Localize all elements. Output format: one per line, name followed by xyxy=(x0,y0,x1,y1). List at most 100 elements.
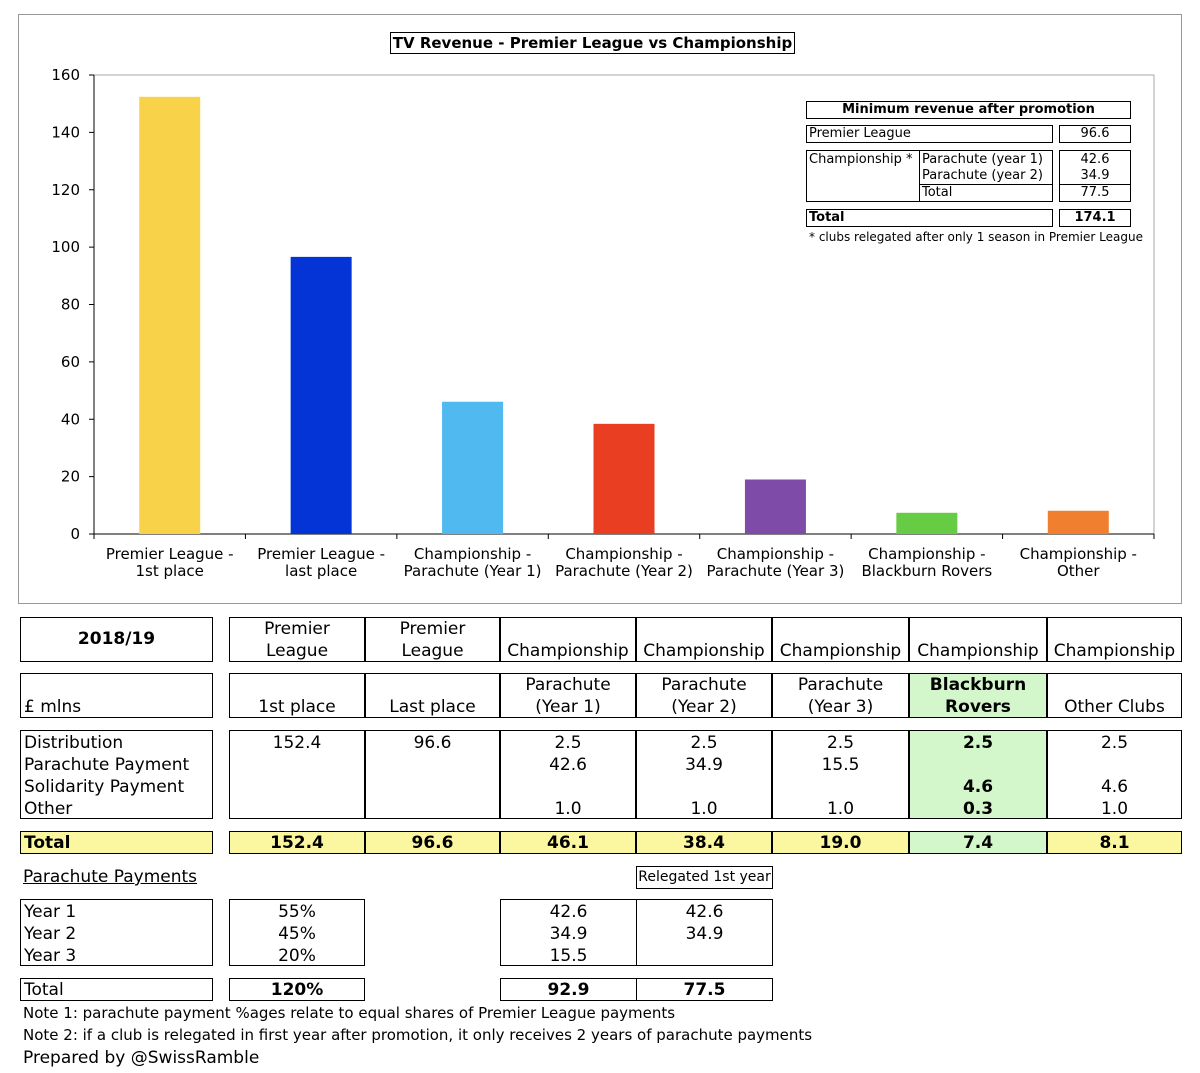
y-tick-label: 80 xyxy=(61,296,80,314)
row-label-solidarity: Solidarity Payment xyxy=(24,777,185,797)
y-tick-label: 0 xyxy=(70,525,80,543)
total-value: 19.0 xyxy=(819,833,862,853)
column-header-sub: Parachute (Year 2) xyxy=(636,673,772,718)
inset-divider-h xyxy=(919,184,1053,185)
bar xyxy=(139,96,201,535)
table-column: 2.5 4.6 1.0 xyxy=(1047,730,1182,819)
x-tick-label: Blackburn Rovers xyxy=(861,562,992,580)
x-tick-label: Premier League - xyxy=(257,545,385,563)
inset-total-value-box: 174.1 xyxy=(1059,209,1131,227)
x-tick-label: Championship - xyxy=(717,545,834,563)
column-header-top-text: Championship xyxy=(1053,641,1176,661)
relegated-year-2: 34.9 xyxy=(685,924,724,944)
revenue-table: 2018/19 Premier League Premier League Champi… xyxy=(20,617,1182,854)
table-column: 2.5 42.6 1.0 xyxy=(500,730,636,819)
chart-title: TV Revenue - Premier League vs Champions… xyxy=(390,32,795,54)
table-cell-value: 152.4 xyxy=(272,733,322,753)
pcts-cell: 55% 45% 20% xyxy=(229,899,365,966)
column-header-sub: Blackburn Rovers xyxy=(909,673,1047,718)
table-column: 2.5 15.5 1.0 xyxy=(772,730,909,819)
inset-total-label-box: Total xyxy=(806,209,1053,227)
inset-p1-label: Parachute (year 1) xyxy=(922,152,1043,167)
parachute-total-label-cell: Total xyxy=(20,978,213,1001)
x-tick-label: Premier League - xyxy=(106,545,234,563)
x-tick-label: Championship - xyxy=(868,545,985,563)
inset-title-text: Minimum revenue after promotion xyxy=(842,102,1095,117)
table-cell-value: 42.6 xyxy=(549,755,587,775)
total-cell: 8.1 xyxy=(1047,831,1182,854)
column-header-top: Championship xyxy=(636,617,772,662)
total-value: 8.1 xyxy=(1099,833,1130,853)
parachute-total-standard: 92.9 xyxy=(547,980,590,1000)
column-header-top: Premier League xyxy=(229,617,365,662)
season-cell: 2018/19 xyxy=(20,617,213,662)
pct-year-2: 45% xyxy=(278,924,316,944)
inset-p2-value: 34.9 xyxy=(1080,168,1110,183)
row-labels-cell: Distribution Parachute Payment Solidarit… xyxy=(20,730,213,819)
table-cell-value: 2.5 xyxy=(962,733,994,753)
table-cell-value: 15.5 xyxy=(821,755,860,775)
standard-year-2: 34.9 xyxy=(549,924,588,944)
x-tick-label: Other xyxy=(1057,562,1100,580)
parachute-total-pct-cell: 120% xyxy=(229,978,365,1001)
column-header-sub-text: Parachute xyxy=(525,675,611,695)
parachute-total-relegated: 77.5 xyxy=(683,980,726,1000)
column-header-sub: Parachute (Year 3) xyxy=(772,673,909,718)
column-header-top-text: Championship xyxy=(917,641,1039,661)
inset-table: Minimum revenue after promotion Premier … xyxy=(19,15,1183,605)
column-header-top-text: Championship xyxy=(779,641,902,661)
standard-year-1: 42.6 xyxy=(549,902,588,922)
y-tick-label: 40 xyxy=(61,410,80,428)
relegated-cell: 42.6 34.9 xyxy=(636,899,773,966)
column-header-sub: Last place xyxy=(365,673,500,718)
parachute-total-label: Total xyxy=(24,980,64,1000)
x-tick-label: Parachute (Year 3) xyxy=(707,562,845,580)
column-header-sub: Parachute (Year 1) xyxy=(500,673,636,718)
y-tick-label: 60 xyxy=(61,353,80,371)
table-column: 2.5 34.9 1.0 xyxy=(636,730,772,819)
season-label: 2018/19 xyxy=(77,629,156,649)
table-cell-value: 4.6 xyxy=(962,777,994,797)
bar xyxy=(593,423,655,534)
credit: Prepared by @SwissRamble xyxy=(23,1048,260,1068)
total-value: 38.4 xyxy=(683,833,725,853)
total-cell: 46.1 xyxy=(500,831,636,854)
total-label: Total xyxy=(24,833,71,853)
column-header-sub: Other Clubs xyxy=(1047,673,1182,718)
inset-sub-value: 77.5 xyxy=(1080,185,1110,200)
column-header-top-text: League xyxy=(401,641,464,661)
y-tick-label: 140 xyxy=(51,123,80,141)
relegated-label: Relegated 1st year xyxy=(638,869,771,885)
total-cell: 7.4 xyxy=(909,831,1047,854)
unit-label: £ mlns xyxy=(24,697,82,717)
table-cell-value: 4.6 xyxy=(1100,777,1129,797)
table-cell-value: 2.5 xyxy=(1100,733,1129,753)
inset-pl-label: Premier League xyxy=(809,126,911,141)
row-label-distribution: Distribution xyxy=(24,733,124,753)
y-tick-label: 100 xyxy=(51,238,80,256)
chart-panel: 0 20 40 60 80 100 120 140 160 Premier League -1st… xyxy=(18,14,1182,604)
bar xyxy=(290,256,352,534)
column-header-sub-text: Blackburn xyxy=(929,675,1027,695)
inset-pl-value-box: 96.6 xyxy=(1059,125,1131,143)
table-cell-value: 1.0 xyxy=(690,799,718,819)
inset-pl-value: 96.6 xyxy=(1080,126,1110,141)
inset-footnote: * clubs relegated after only 1 season in… xyxy=(809,230,1143,244)
bar xyxy=(1047,510,1109,534)
table-cell-value: 0.3 xyxy=(962,799,994,819)
column-header-top-text: League xyxy=(265,641,329,661)
year-2-label: Year 2 xyxy=(24,924,77,944)
chart-title-text: TV Revenue - Premier League vs Champions… xyxy=(392,34,793,52)
row-label-parachute: Parachute Payment xyxy=(24,755,190,775)
x-tick-label: 1st place xyxy=(136,562,204,580)
column-header-sub-text: Parachute xyxy=(797,675,884,695)
inset-total-value: 174.1 xyxy=(1074,210,1116,225)
bar xyxy=(442,401,504,534)
column-header-top: Championship xyxy=(1047,617,1182,662)
total-label-cell: Total xyxy=(20,831,213,854)
bar xyxy=(896,512,958,534)
inset-ch-values-box xyxy=(1059,150,1131,202)
column-header-sub-text: (Year 1) xyxy=(535,697,601,717)
row-label-other: Other xyxy=(24,799,73,819)
inset-p2-label: Parachute (year 2) xyxy=(922,168,1043,183)
